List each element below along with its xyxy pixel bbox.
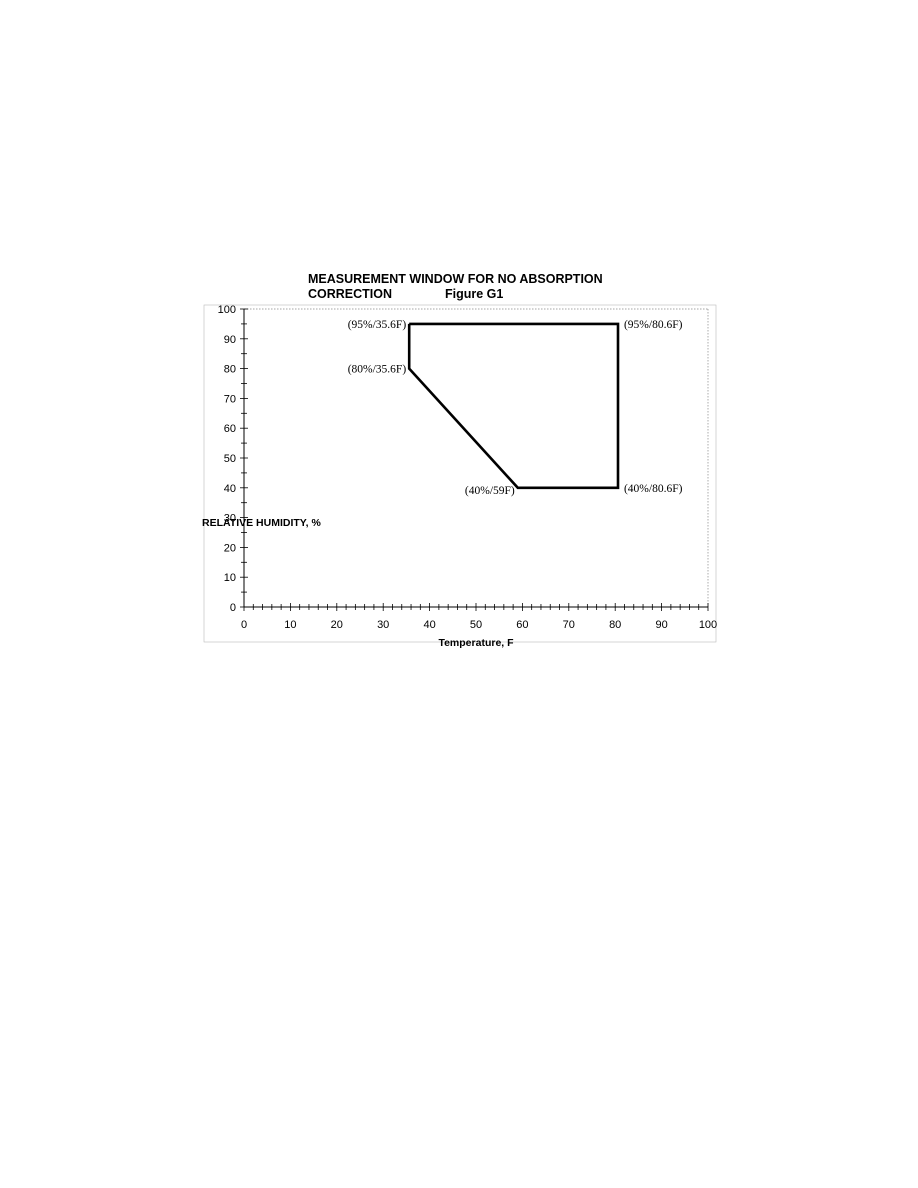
y-tick-label: 60 (224, 423, 236, 435)
y-tick-label: 0 (230, 602, 236, 614)
data-label: (80%/35.6F) (348, 364, 407, 376)
chart-frame (203, 304, 717, 643)
x-tick-label: 60 (516, 619, 528, 631)
y-tick-label: 80 (224, 364, 236, 376)
x-tick-label: 30 (377, 619, 389, 631)
y-tick-label: 50 (224, 453, 236, 465)
x-axis-label: Temperature, F (438, 637, 514, 649)
x-tick-label: 70 (563, 619, 575, 631)
x-tick-label: 50 (470, 619, 482, 631)
x-tick-label: 20 (331, 619, 343, 631)
x-tick-label: 90 (655, 619, 667, 631)
data-label: (40%/80.6F) (624, 483, 683, 495)
x-tick-label: 100 (699, 619, 717, 631)
y-tick-label: 70 (224, 393, 236, 405)
x-tick-label: 40 (423, 619, 435, 631)
plot-area: 0 10 20 30 40 50 60 70 80 90 100 0 10 20 30 40 50 60 70 80 9… (203, 304, 717, 643)
window-boundary-line (407, 322, 620, 490)
chart-title-line2: CORRECTION (308, 287, 392, 301)
data-label: (95%/80.6F) (624, 319, 683, 331)
y-tick-label: 20 (224, 542, 236, 554)
x-tick-label: 10 (284, 619, 296, 631)
x-tick-label: 0 (241, 619, 247, 631)
data-label: (95%/35.6F) (348, 319, 407, 331)
y-axis-label: RELATIVE HUMIDITY, % (202, 517, 321, 529)
y-tick-label: 30 (224, 513, 236, 525)
chart-title-line1: MEASUREMENT WINDOW FOR NO ABSORPTION (308, 272, 603, 286)
y-tick-label: 40 (224, 483, 236, 495)
x-tick-label: 80 (609, 619, 621, 631)
y-tick-label: 90 (224, 334, 236, 346)
y-tick-label: 100 (218, 304, 236, 316)
data-label: (40%/59F) (465, 485, 515, 497)
figure-label: Figure G1 (445, 287, 503, 301)
y-tick-label: 10 (224, 572, 236, 584)
